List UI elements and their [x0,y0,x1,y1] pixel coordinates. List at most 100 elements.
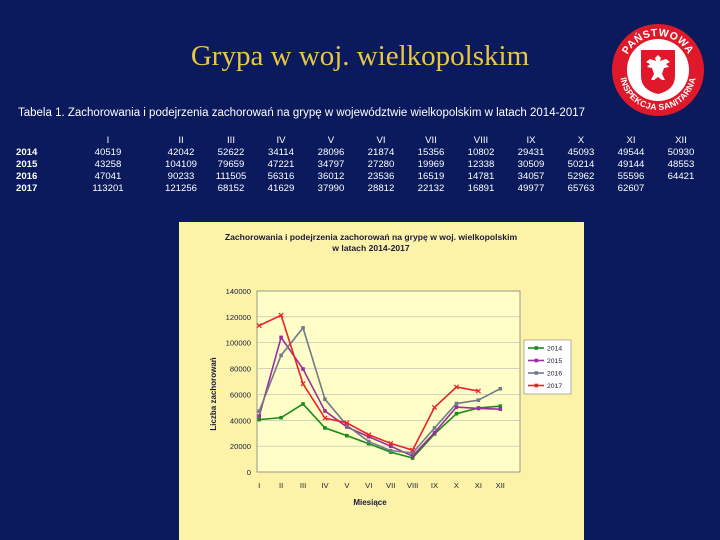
flu-cases-table: I II III IV V VI VII VIII IX X XI XII 2014 40519 4204… [16,134,706,194]
legend-label: 2017 [547,383,562,390]
x-tick-label: VI [365,481,372,490]
table-caption: Tabela 1. Zachorowania i podejrzenia zac… [18,107,586,119]
table-value-cell: 42042 [167,146,195,158]
table-value-cell: 43258 [94,158,122,170]
data-point [301,367,305,371]
data-point [454,401,459,406]
table-value-cell: 29431 [517,146,545,158]
data-point [257,409,261,413]
table-value-cell: 28096 [317,146,345,158]
table-header-month: XI [626,134,636,146]
data-point [498,386,503,391]
data-point [432,426,437,430]
table-header-month: IV [276,134,286,146]
table-value-cell: 30509 [517,158,545,170]
chart-ylabel: Liczba zachorowań [209,357,218,430]
data-point [388,444,393,448]
data-point [409,447,416,453]
data-point [301,326,305,330]
table-value-cell: 50930 [667,146,695,158]
table-header-month: VIII [473,134,489,146]
data-point [257,414,261,418]
series-line-2014 [259,402,501,459]
eagle-icon [646,55,670,80]
table-value-cell: 19969 [417,158,445,170]
data-point [279,353,283,358]
data-point [257,417,261,422]
table-header-month: XII [675,134,687,146]
data-point [279,335,283,340]
data-point [410,454,415,458]
table-value-cell: 10802 [467,146,495,158]
chart-title: Zachorowania i podejrzenia zachorowań na… [225,232,518,242]
table-value-cell: 104109 [164,158,197,170]
table-value-cell: 34797 [317,158,345,170]
table-header-row: I II III IV V VI VII VIII IX X XI XII [16,134,706,146]
data-point [498,407,503,412]
table-value-cell: 16891 [467,182,495,194]
data-point [410,456,415,460]
y-tick-label: 20000 [230,442,251,451]
table-header-month: VI [376,134,386,146]
table-value-cell: 62607 [617,182,645,194]
table-header-month: II [178,134,184,146]
table-header-year [16,134,60,146]
flu-line-chart: Zachorowania i podejrzenia zachorowań na… [209,232,572,507]
table-value-cell: 34114 [268,146,294,158]
table-value-cell: 23536 [367,170,395,182]
data-point [344,420,350,426]
table-header-month: IX [526,134,536,146]
table-value-cell: 56316 [267,170,295,182]
data-point [301,402,305,406]
data-point [279,415,283,420]
legend-label: 2014 [547,346,562,353]
table-header-month: X [577,134,585,146]
data-point [366,434,371,439]
y-tick-label: 120000 [226,313,251,322]
legend-marker [534,371,539,375]
table-value-cell: 37990 [317,182,345,194]
table-value-cell: 45093 [567,146,595,158]
table-value-cell: 50214 [567,158,595,170]
x-tick-label: VII [386,481,395,490]
data-point [498,404,503,408]
x-tick-label: IV [321,481,329,490]
data-point [300,381,306,387]
table-value-cell: 79659 [217,158,245,170]
table-row: 2016 47041 90233 111505 56316 36012 23536 16519… [16,170,706,182]
table-value-cell: 90233 [167,170,195,182]
table-header-month: III [227,134,235,146]
table-value-cell: 49544 [617,146,645,158]
table-year-cell: 2015 [16,158,38,170]
data-point [345,423,349,428]
data-point [454,405,459,409]
table-value-cell: 111505 [215,170,247,182]
data-point [366,432,372,438]
y-tick-label: 60000 [230,390,251,399]
legend-marker [534,383,539,388]
data-point [345,433,349,438]
table-value-cell: 15356 [417,146,445,158]
data-point [323,409,327,413]
table-value-cell: 28812 [367,182,395,194]
series-line-2016 [258,326,501,454]
table-value-cell: 49977 [517,182,545,194]
data-point [322,415,328,421]
legend-label: 2015 [547,358,562,365]
table-value-cell: 27280 [367,158,395,170]
data-point [410,451,415,455]
table-year-cell: 2017 [16,182,38,194]
table-year-cell: 2014 [16,146,38,158]
legend-marker [534,346,539,350]
data-point [476,406,481,411]
table-value-cell: 49144 [617,158,645,170]
data-point [366,439,371,444]
table-value-cell: 36012 [317,170,345,182]
slide-title: Grypa w woj. wielkopolskim [190,40,530,72]
table-value-cell: 121256 [164,182,197,194]
table-value-cell: 48553 [667,158,695,170]
table-header-month: V [327,134,335,146]
data-point [278,312,284,318]
table-value-cell: 47041 [94,170,122,182]
x-tick-label: I [258,481,260,490]
